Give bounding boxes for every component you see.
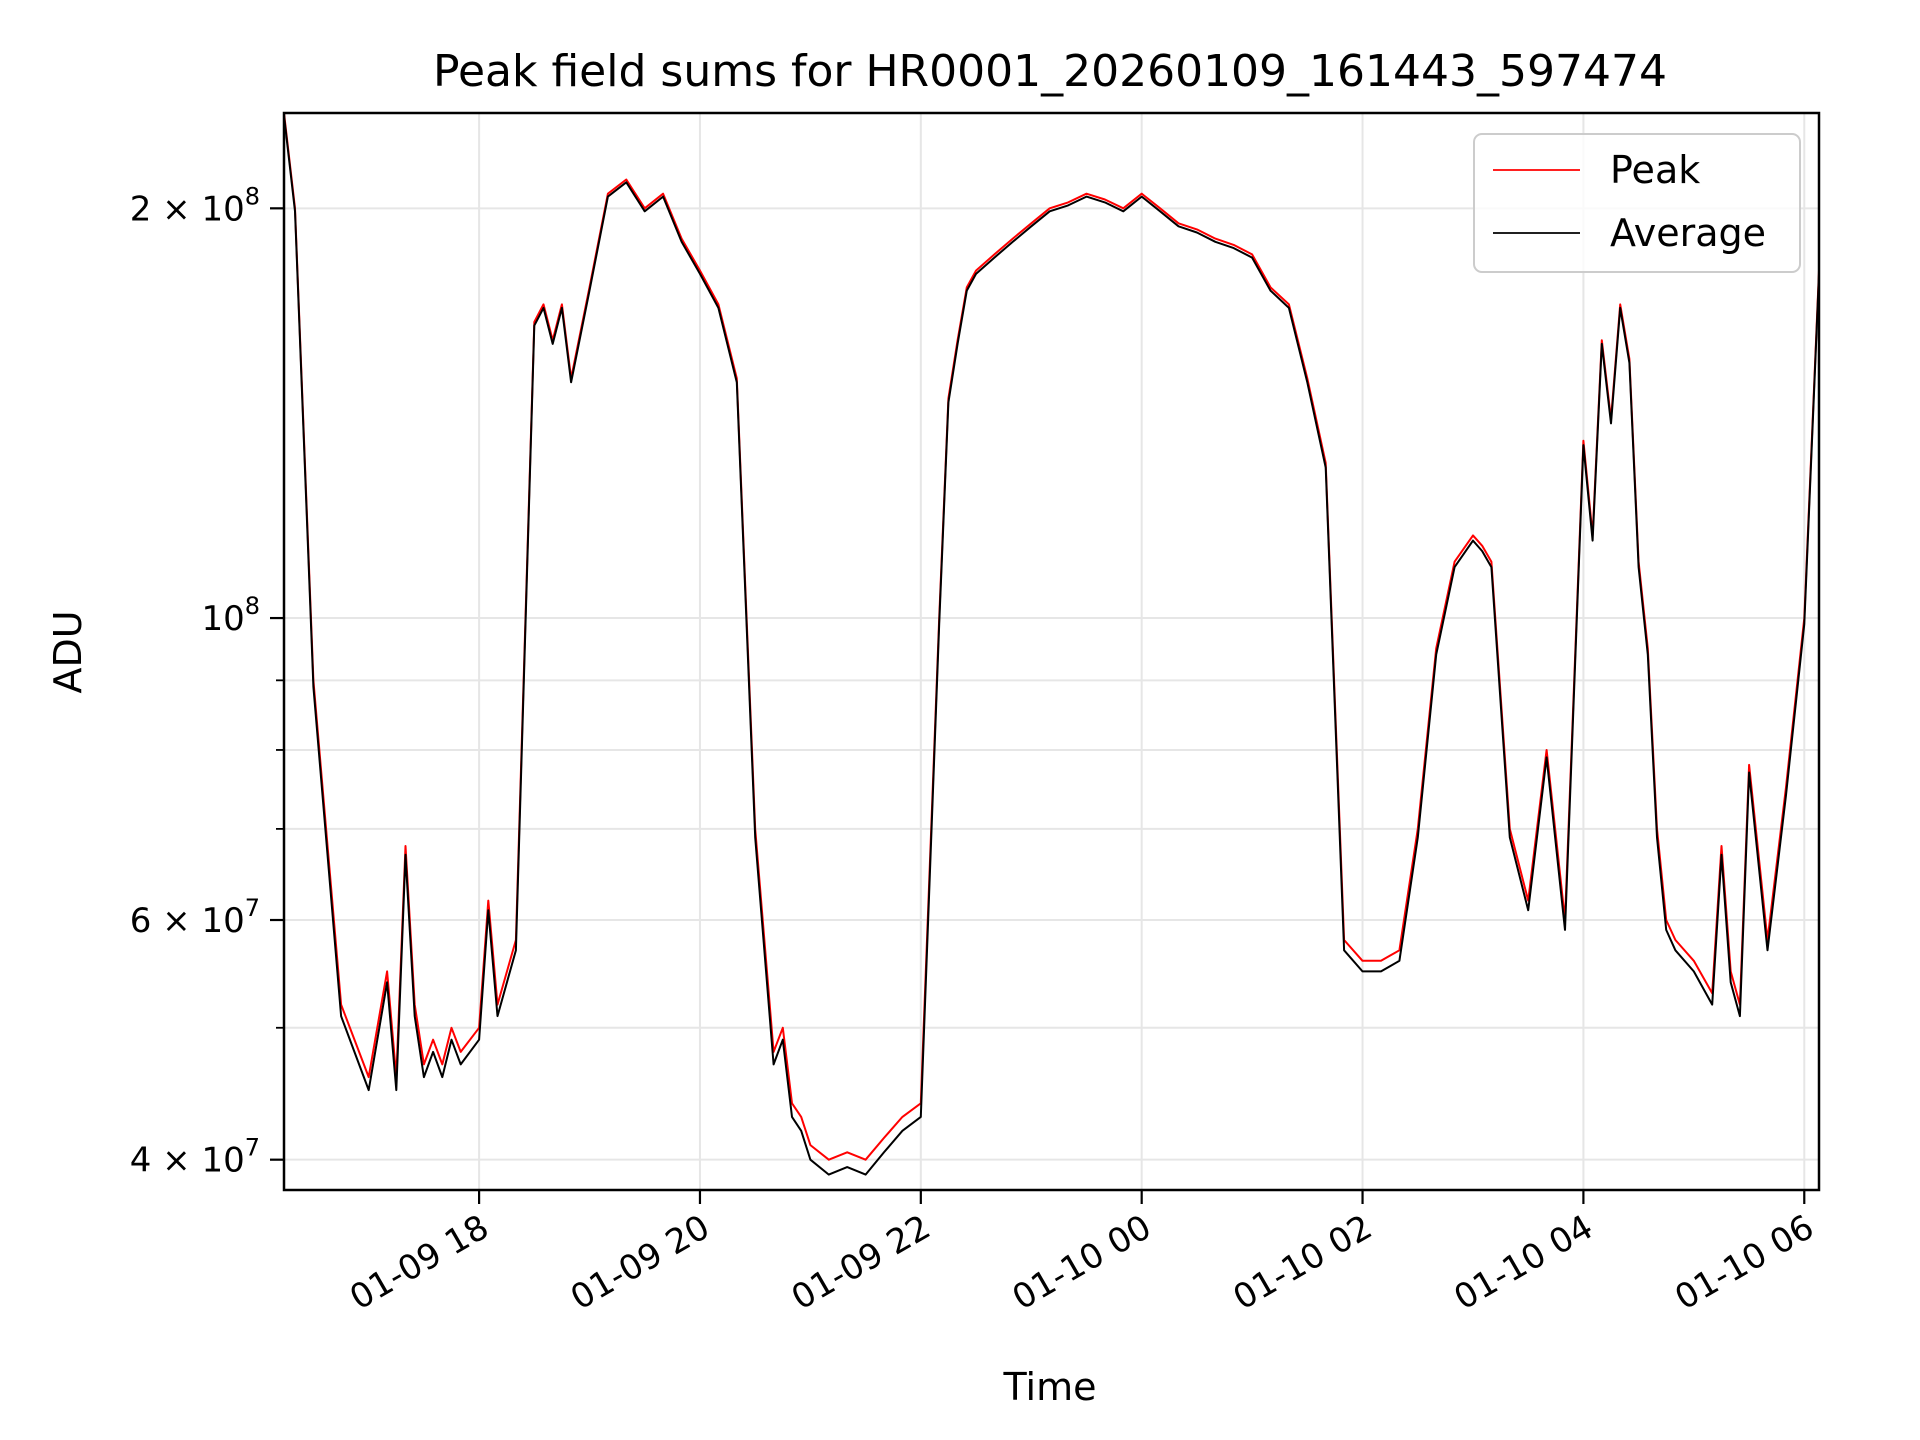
grid-layer [284,113,1819,1190]
y-tick-label: 2 × 108 [130,182,260,229]
x-axis-label: Time [1003,1365,1097,1409]
plot-frame [282,111,1821,1192]
y-tick-label: 6 × 107 [130,894,260,941]
series-line-average [284,115,1819,1176]
y-tick-label: 108 [201,592,260,639]
legend-box [1473,133,1801,273]
series-layer [284,113,1819,1176]
y-tick-label: 4 × 107 [130,1134,260,1181]
chart-title: Peak field sums for HR0001_20260109_1614… [433,46,1667,97]
y-axis-label: ADU [46,610,90,693]
legend-label-peak: Peak [1610,148,1700,192]
y-axis: 4 × 107 6 × 107 108 2 × 108 [130,182,284,1181]
legend: Peak Average [1473,133,1801,273]
legend-label-average: Average [1610,211,1766,255]
